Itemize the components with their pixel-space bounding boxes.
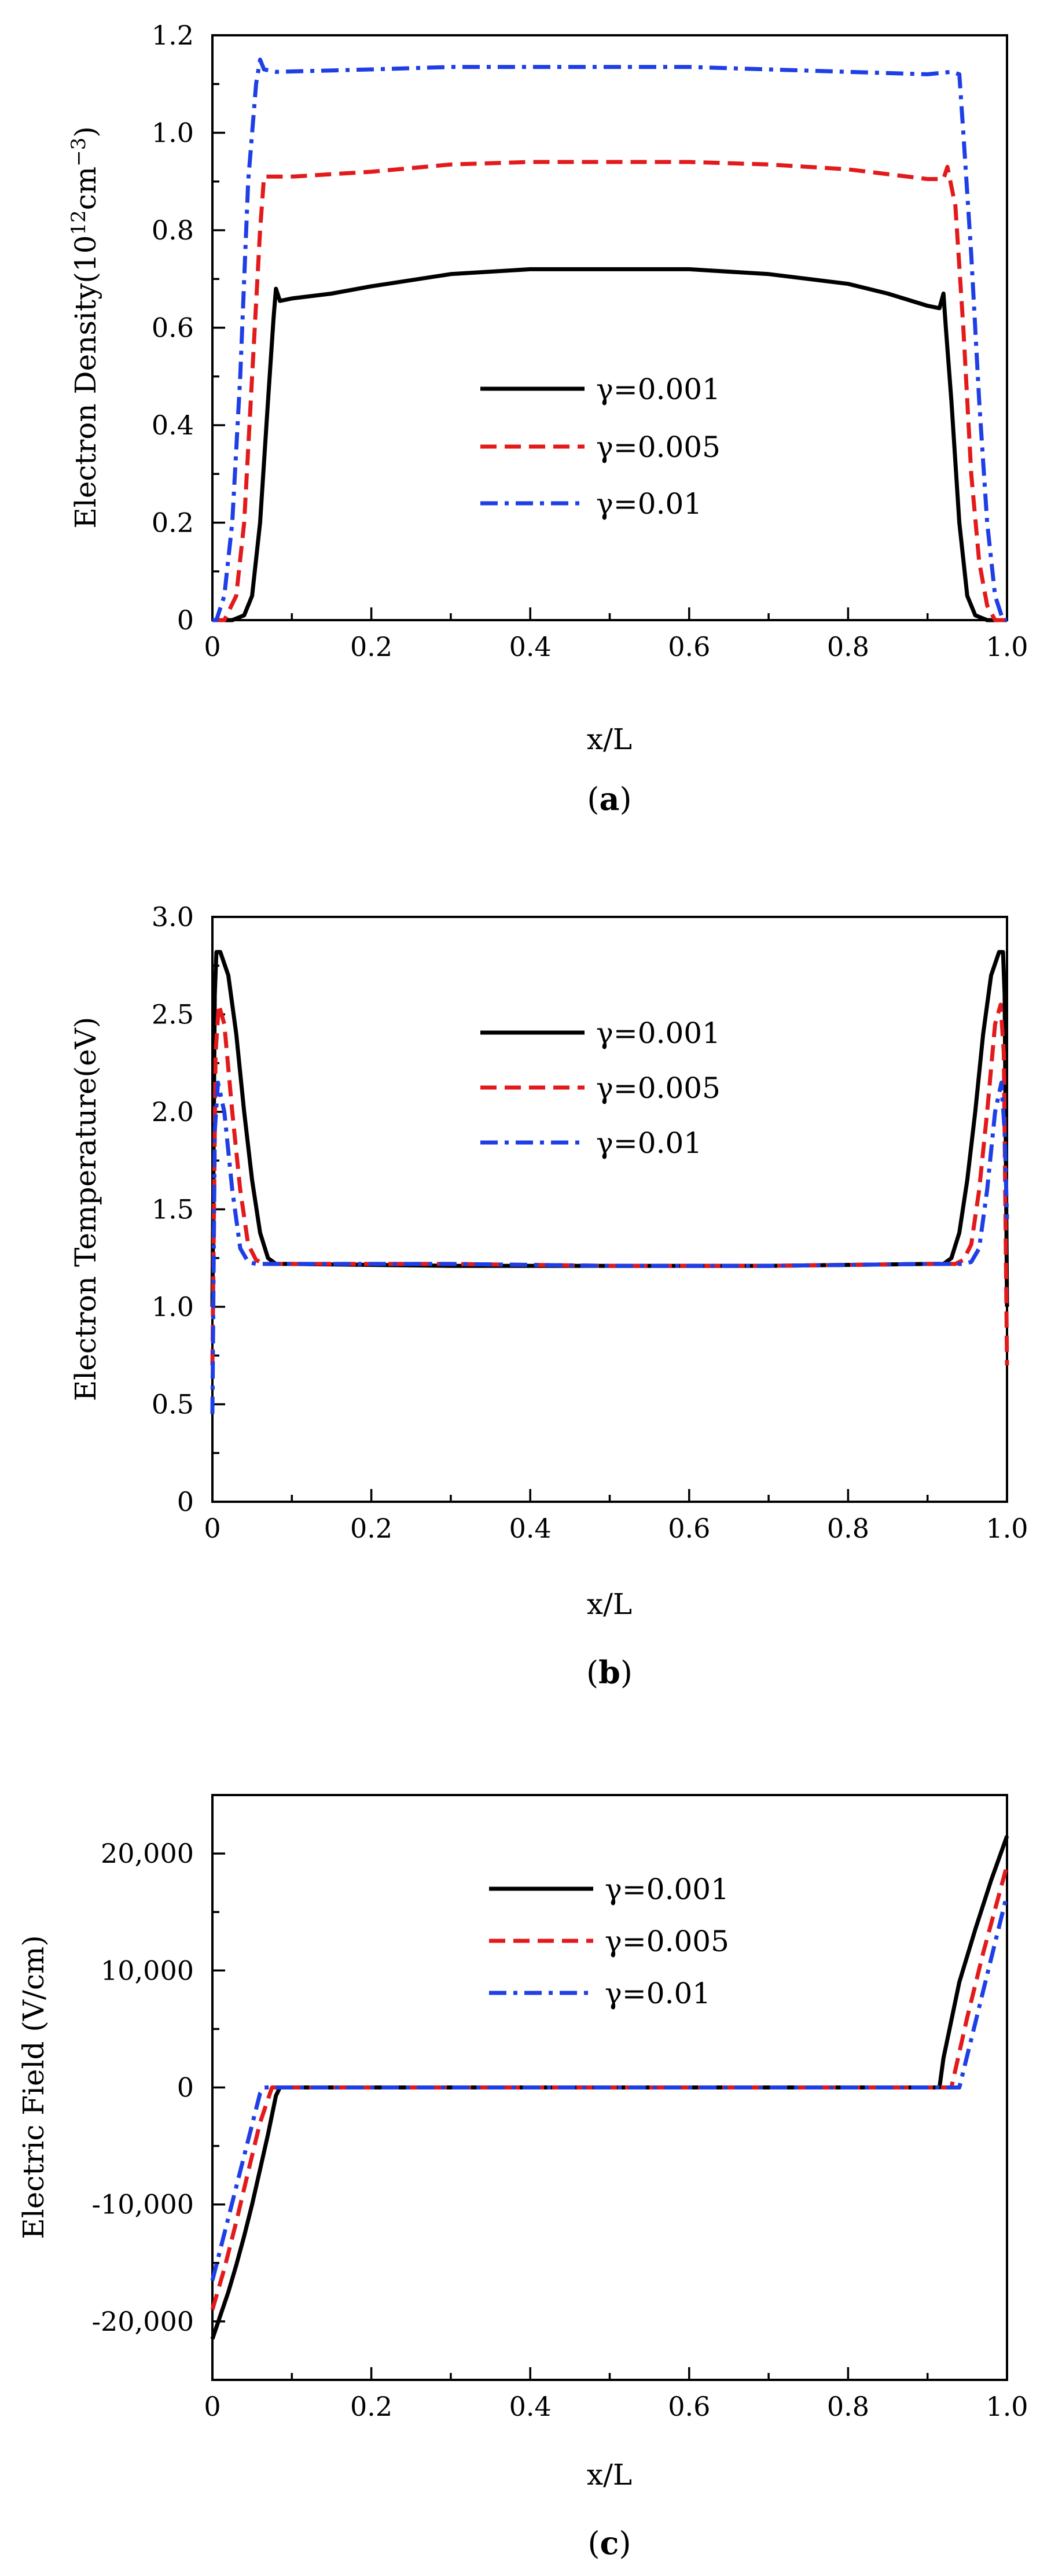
y-tick-label: 0.5 xyxy=(152,1389,194,1420)
y-title-sup-minus3: −3 xyxy=(67,138,90,167)
legend-label-gamma-0.01: γ=0.01 xyxy=(596,487,702,521)
caption-close-paren: ) xyxy=(619,2525,631,2562)
panel-a-ticks: 0 0.2 0.4 0.6 0.8 1.0 0 0.2 0.4 0.6 0.8 1.0 1.2 xyxy=(152,20,1028,662)
x-tick-label: 0.2 xyxy=(350,2391,392,2422)
y-tick-label: 0.4 xyxy=(152,410,194,441)
x-tick-label: 1.0 xyxy=(986,631,1028,662)
series-line-gamma-0.01 xyxy=(212,57,1007,622)
legend-label-gamma-0.005: γ=0.005 xyxy=(605,1925,729,1958)
x-tick-label: 0.2 xyxy=(350,631,392,662)
panel-c-legend: γ=0.001 γ=0.005 γ=0.01 xyxy=(489,1873,729,2010)
y-tick-label: 0 xyxy=(177,1486,194,1517)
y-title-close: ) xyxy=(69,126,102,138)
legend-label-gamma-0.005: γ=0.005 xyxy=(596,1071,721,1105)
panel-b-y-axis-title: Electron Temperature(eV) xyxy=(69,1017,102,1402)
x-tick-label: 0.2 xyxy=(350,1513,392,1544)
y-title-unit: cm xyxy=(69,167,102,210)
y-tick-label: 2.0 xyxy=(152,1096,194,1127)
y-tick-label: 0.8 xyxy=(152,215,194,246)
caption-letter: c xyxy=(600,2525,619,2562)
x-tick-label: 0 xyxy=(204,631,221,662)
series-line-gamma-0.005 xyxy=(212,160,1007,622)
panel-c-x-axis-title: x/L xyxy=(587,2458,632,2492)
x-tick-label: 0.8 xyxy=(827,2391,869,2422)
y-tick-label: 0.6 xyxy=(152,312,194,344)
legend-label-gamma-0.01: γ=0.01 xyxy=(605,1977,711,2010)
panel-b-series xyxy=(210,950,1009,1414)
panel-a-legend: γ=0.001 γ=0.005 γ=0.01 xyxy=(480,373,721,521)
x-tick-label: 1.0 xyxy=(986,2391,1028,2422)
y-tick-label: -20,000 xyxy=(92,2306,194,2337)
legend-label-gamma-0.001: γ=0.001 xyxy=(596,1016,721,1050)
caption-letter: a xyxy=(600,780,620,817)
x-tick-label: 0.6 xyxy=(668,1513,710,1544)
panel-a-electron-density: 0 0.2 0.4 0.6 0.8 1.0 0 0.2 0.4 0.6 0.8 1.0 1.2 γ=0.… xyxy=(67,20,1028,817)
panel-c-ticks: 0 0.2 0.4 0.6 0.8 1.0 -20,000 -10,000 0 10,000 20,… xyxy=(92,1794,1028,2422)
panel-a-axes xyxy=(211,34,1008,621)
y-tick-label: 10,000 xyxy=(101,1955,194,1986)
legend-label-gamma-0.01: γ=0.01 xyxy=(596,1126,702,1160)
y-title-main: Electron Density(10 xyxy=(69,235,102,529)
y-tick-label: 1.0 xyxy=(152,117,194,149)
x-tick-label: 0.4 xyxy=(509,1513,552,1544)
x-tick-label: 0.4 xyxy=(509,631,552,662)
panel-b-x-axis-title: x/L xyxy=(587,1587,632,1621)
x-tick-label: 0 xyxy=(204,1513,221,1544)
panel-b-caption: (b) xyxy=(586,1654,633,1691)
panel-b-plot-frame xyxy=(211,916,1008,1503)
y-tick-label: 0 xyxy=(177,605,194,636)
x-tick-label: 1.0 xyxy=(986,1513,1028,1544)
x-tick-label: 0 xyxy=(204,2391,221,2422)
caption-close-paren: ) xyxy=(620,1654,633,1691)
panel-c-electric-field: 0 0.2 0.4 0.6 0.8 1.0 -20,000 -10,000 0 10,000 20,… xyxy=(17,1794,1028,2562)
y-tick-label: 20,000 xyxy=(101,1838,194,1869)
panel-b-electron-temperature: 0 0.2 0.4 0.6 0.8 1.0 0 0.5 1.0 1.5 2.0 2.5 3.0 γ=0.… xyxy=(69,901,1028,1691)
panel-a-y-axis-title: Electron Density(1012cm−3) xyxy=(67,126,102,529)
y-tick-label: 1.2 xyxy=(152,20,194,51)
panel-b-ticks: 0 0.2 0.4 0.6 0.8 1.0 0 0.5 1.0 1.5 2.0 2.5 3.0 xyxy=(152,901,1028,1544)
x-tick-label: 0.8 xyxy=(827,631,869,662)
panel-c-caption: (c) xyxy=(587,2525,631,2562)
y-tick-label: 2.5 xyxy=(152,999,194,1030)
caption-close-paren: ) xyxy=(620,781,632,817)
panel-a-series xyxy=(212,57,1007,622)
x-tick-label: 0.6 xyxy=(668,2391,710,2422)
y-tick-label: 0.2 xyxy=(152,507,194,539)
legend-label-gamma-0.001: γ=0.001 xyxy=(596,373,721,406)
panel-a-caption: (a) xyxy=(587,780,631,817)
caption-open-paren: ( xyxy=(586,1654,598,1691)
caption-open-paren: ( xyxy=(587,781,599,817)
y-tick-label: 3.0 xyxy=(152,901,194,933)
panel-c-series xyxy=(210,1835,1009,2340)
panel-a-plot-frame xyxy=(211,34,1008,621)
y-tick-label: 0 xyxy=(177,2072,194,2103)
caption-letter: b xyxy=(598,1654,620,1691)
panel-b-legend: γ=0.001 γ=0.005 γ=0.01 xyxy=(480,1016,721,1160)
panel-c-y-axis-title: Electric Field (V/cm) xyxy=(17,1935,50,2239)
panel-a-x-axis-title: x/L xyxy=(587,723,632,756)
x-tick-label: 0.8 xyxy=(827,1513,869,1544)
series-line-gamma-0.001 xyxy=(212,267,1007,622)
x-tick-label: 0.4 xyxy=(509,2391,552,2422)
legend-label-gamma-0.005: γ=0.005 xyxy=(596,430,721,464)
x-tick-label: 0.6 xyxy=(668,631,710,662)
y-tick-label: -10,000 xyxy=(92,2189,194,2220)
y-tick-label: 1.0 xyxy=(152,1291,194,1322)
legend-label-gamma-0.001: γ=0.001 xyxy=(605,1873,729,1906)
y-tick-label: 1.5 xyxy=(152,1194,194,1225)
series-line-gamma-0.005 xyxy=(210,1003,1009,1366)
y-title-sup-12: 12 xyxy=(67,210,90,235)
caption-open-paren: ( xyxy=(587,2525,600,2562)
